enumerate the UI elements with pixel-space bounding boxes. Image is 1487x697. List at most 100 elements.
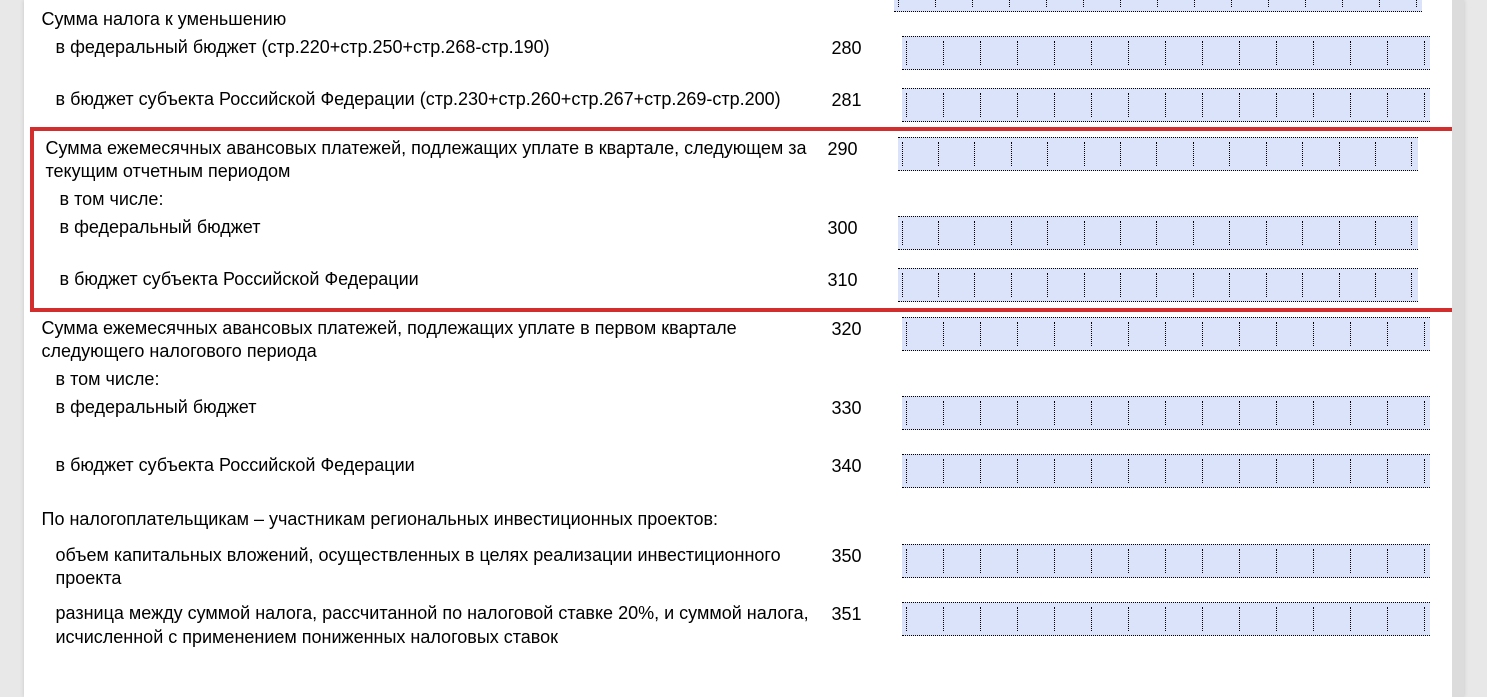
cell-divider xyxy=(906,93,908,117)
cell-divider xyxy=(1202,401,1204,425)
form-row: Сумма ежемесячных авансовых платежей, по… xyxy=(24,315,1464,366)
cell-divider xyxy=(1091,459,1093,483)
cell-divider xyxy=(1375,273,1377,297)
cell-divider xyxy=(1193,142,1195,166)
cell-divider xyxy=(1375,221,1377,245)
cell-divider xyxy=(943,607,945,631)
row-label: разница между суммой налога, рассчитанно… xyxy=(42,602,832,649)
cell-divider xyxy=(1165,41,1167,65)
numeric-input-field[interactable] xyxy=(902,602,1430,636)
field-cell xyxy=(898,268,1418,302)
line-code: 310 xyxy=(828,268,898,291)
cell-divider xyxy=(1239,93,1241,117)
line-code: 340 xyxy=(832,454,902,477)
numeric-input-field[interactable] xyxy=(902,317,1430,351)
cell-divider xyxy=(974,273,976,297)
cell-divider xyxy=(1313,549,1315,573)
numeric-input-field[interactable] xyxy=(898,137,1418,171)
field-cell xyxy=(898,216,1418,250)
cell-divider xyxy=(1128,41,1130,65)
cell-divider xyxy=(935,0,937,7)
cell-divider xyxy=(1091,607,1093,631)
cell-divider xyxy=(1424,607,1426,631)
cell-divider xyxy=(902,221,904,245)
cell-divider xyxy=(1350,322,1352,346)
cell-divider xyxy=(1387,459,1389,483)
cell-divider xyxy=(906,459,908,483)
cell-divider xyxy=(906,41,908,65)
cell-divider xyxy=(902,273,904,297)
cell-divider xyxy=(1165,322,1167,346)
form-page: Сумма налога к уменьшению в федеральный б… xyxy=(24,0,1464,697)
cell-divider xyxy=(980,549,982,573)
cell-divider xyxy=(974,142,976,166)
cell-divider xyxy=(1202,459,1204,483)
spacer xyxy=(24,592,1464,600)
cell-divider xyxy=(1266,221,1268,245)
cell-divider xyxy=(943,549,945,573)
form-row: в бюджет субъекта Российской Федерации31… xyxy=(34,266,1454,304)
cell-divider xyxy=(1054,41,1056,65)
field-cell xyxy=(902,544,1430,578)
cell-divider xyxy=(974,221,976,245)
cell-divider xyxy=(1202,549,1204,573)
cell-divider xyxy=(1424,549,1426,573)
cell-divider xyxy=(1017,93,1019,117)
cell-divider xyxy=(980,607,982,631)
cell-divider xyxy=(1424,41,1426,65)
line-code xyxy=(832,8,902,10)
cell-divider xyxy=(1011,273,1013,297)
cell-divider xyxy=(1313,401,1315,425)
form-row: в бюджет субъекта Российской Федерации (… xyxy=(24,86,1464,124)
cell-divider xyxy=(1411,273,1413,297)
numeric-input-field[interactable] xyxy=(902,544,1430,578)
cell-divider xyxy=(1128,459,1130,483)
row-label: в бюджет субъекта Российской Федерации (… xyxy=(42,88,832,111)
numeric-input-field[interactable] xyxy=(902,396,1430,430)
cell-divider xyxy=(1128,549,1130,573)
cell-divider xyxy=(1156,142,1158,166)
cell-divider xyxy=(1229,273,1231,297)
row-label: Сумма ежемесячных авансовых платежей, по… xyxy=(46,137,828,184)
cell-divider xyxy=(1276,93,1278,117)
cell-divider xyxy=(906,549,908,573)
cell-divider xyxy=(1375,142,1377,166)
field-cell xyxy=(902,454,1430,488)
cell-divider xyxy=(1416,0,1418,7)
cell-divider xyxy=(1084,221,1086,245)
numeric-input-field[interactable] xyxy=(894,0,1422,12)
numeric-input-field[interactable] xyxy=(898,268,1418,302)
row-label: в федеральный бюджет xyxy=(42,396,832,419)
cell-divider xyxy=(1387,401,1389,425)
form-row: По налогоплательщикам – участникам регио… xyxy=(24,506,1464,534)
cell-divider xyxy=(980,93,982,117)
spacer xyxy=(34,252,1454,266)
cell-divider xyxy=(1276,41,1278,65)
numeric-input-field[interactable] xyxy=(902,454,1430,488)
cell-divider xyxy=(938,221,940,245)
cell-divider xyxy=(1350,401,1352,425)
field-cell xyxy=(902,88,1430,122)
spacer xyxy=(24,490,1464,506)
cell-divider xyxy=(1239,549,1241,573)
row-label: Сумма налога к уменьшению xyxy=(42,8,832,31)
numeric-input-field[interactable] xyxy=(902,88,1430,122)
cell-divider xyxy=(1084,273,1086,297)
cell-divider xyxy=(1276,401,1278,425)
cell-divider xyxy=(1350,607,1352,631)
cell-divider xyxy=(1091,549,1093,573)
cell-divider xyxy=(1017,607,1019,631)
cell-divider xyxy=(902,142,904,166)
numeric-input-field[interactable] xyxy=(898,216,1418,250)
cell-divider xyxy=(1054,459,1056,483)
form-row: в федеральный бюджет300 xyxy=(34,214,1454,252)
form-row: в федеральный бюджет330 xyxy=(24,394,1464,432)
cell-divider xyxy=(1231,0,1233,7)
partial-top-field xyxy=(894,0,1422,12)
cell-divider xyxy=(1017,401,1019,425)
cell-divider xyxy=(1387,41,1389,65)
cell-divider xyxy=(1305,0,1307,7)
cell-divider xyxy=(906,607,908,631)
cell-divider xyxy=(1229,221,1231,245)
numeric-input-field[interactable] xyxy=(902,36,1430,70)
